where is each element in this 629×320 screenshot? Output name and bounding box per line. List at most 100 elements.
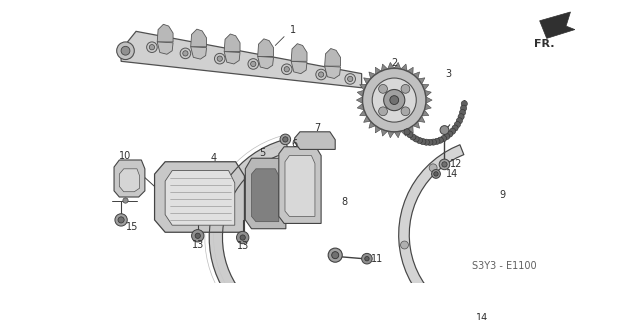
Polygon shape [394, 62, 401, 69]
Circle shape [464, 316, 468, 320]
Circle shape [348, 76, 353, 82]
Polygon shape [294, 132, 335, 149]
Circle shape [240, 235, 245, 240]
Text: 13: 13 [192, 240, 204, 250]
Circle shape [280, 134, 291, 145]
Polygon shape [364, 78, 370, 84]
Polygon shape [120, 169, 140, 192]
Polygon shape [405, 101, 465, 142]
Polygon shape [357, 90, 364, 97]
Polygon shape [157, 42, 173, 54]
Circle shape [284, 67, 289, 72]
Circle shape [442, 162, 447, 167]
Circle shape [461, 314, 470, 320]
Circle shape [443, 133, 450, 140]
Polygon shape [425, 103, 431, 110]
Polygon shape [357, 103, 364, 110]
Circle shape [447, 131, 453, 137]
Polygon shape [421, 110, 429, 116]
Polygon shape [426, 97, 432, 103]
Polygon shape [245, 158, 286, 229]
Circle shape [237, 231, 249, 244]
Polygon shape [165, 171, 235, 225]
Text: 8: 8 [341, 197, 347, 207]
Polygon shape [401, 129, 407, 136]
Polygon shape [357, 97, 363, 103]
Circle shape [362, 68, 426, 132]
Circle shape [384, 90, 405, 111]
Circle shape [121, 46, 130, 55]
Circle shape [416, 137, 423, 144]
Circle shape [192, 230, 204, 242]
Circle shape [318, 72, 324, 77]
Circle shape [426, 139, 433, 146]
Circle shape [445, 310, 454, 318]
Polygon shape [258, 39, 274, 56]
Circle shape [147, 42, 157, 52]
Circle shape [459, 109, 465, 116]
Circle shape [390, 96, 399, 105]
Polygon shape [421, 84, 429, 90]
Circle shape [282, 137, 288, 142]
Circle shape [437, 137, 443, 143]
Polygon shape [191, 29, 206, 47]
Circle shape [434, 172, 438, 176]
Polygon shape [413, 72, 420, 79]
Text: 3: 3 [446, 69, 452, 79]
Polygon shape [114, 160, 145, 197]
Polygon shape [418, 116, 425, 122]
Circle shape [413, 136, 419, 142]
Polygon shape [418, 78, 425, 84]
Polygon shape [387, 62, 394, 69]
Polygon shape [157, 24, 173, 42]
Circle shape [345, 74, 355, 84]
Circle shape [407, 132, 413, 138]
Circle shape [420, 139, 426, 145]
Polygon shape [413, 121, 420, 128]
Text: 6: 6 [292, 139, 298, 149]
Polygon shape [360, 84, 367, 90]
Polygon shape [291, 61, 307, 74]
Polygon shape [401, 64, 407, 71]
Circle shape [115, 214, 127, 226]
Circle shape [461, 100, 467, 107]
Polygon shape [121, 31, 362, 88]
Text: 12: 12 [450, 159, 462, 169]
Circle shape [454, 122, 460, 128]
Circle shape [430, 139, 437, 145]
Text: FR.: FR. [534, 39, 554, 49]
Circle shape [331, 252, 339, 259]
Circle shape [434, 138, 440, 144]
Polygon shape [394, 131, 401, 138]
Polygon shape [399, 145, 490, 320]
Circle shape [281, 64, 292, 75]
Circle shape [401, 84, 410, 93]
Circle shape [423, 139, 430, 145]
Circle shape [450, 128, 455, 134]
Circle shape [372, 78, 416, 122]
Text: 1: 1 [290, 25, 296, 35]
Circle shape [180, 48, 191, 59]
Circle shape [410, 134, 416, 140]
Polygon shape [285, 156, 315, 216]
Circle shape [401, 107, 410, 116]
Circle shape [328, 248, 342, 262]
Polygon shape [191, 47, 206, 59]
Circle shape [123, 198, 128, 203]
Circle shape [214, 53, 225, 64]
Polygon shape [407, 67, 413, 75]
Text: 5: 5 [259, 148, 265, 158]
Circle shape [149, 44, 155, 50]
Circle shape [379, 107, 387, 116]
Polygon shape [224, 52, 240, 64]
Circle shape [452, 125, 458, 131]
Polygon shape [376, 126, 381, 133]
Polygon shape [325, 49, 340, 66]
Polygon shape [325, 66, 340, 78]
Polygon shape [360, 110, 367, 116]
Text: 10: 10 [120, 151, 131, 161]
Polygon shape [387, 131, 394, 138]
Polygon shape [364, 116, 370, 122]
Polygon shape [209, 140, 297, 320]
Polygon shape [407, 126, 413, 133]
